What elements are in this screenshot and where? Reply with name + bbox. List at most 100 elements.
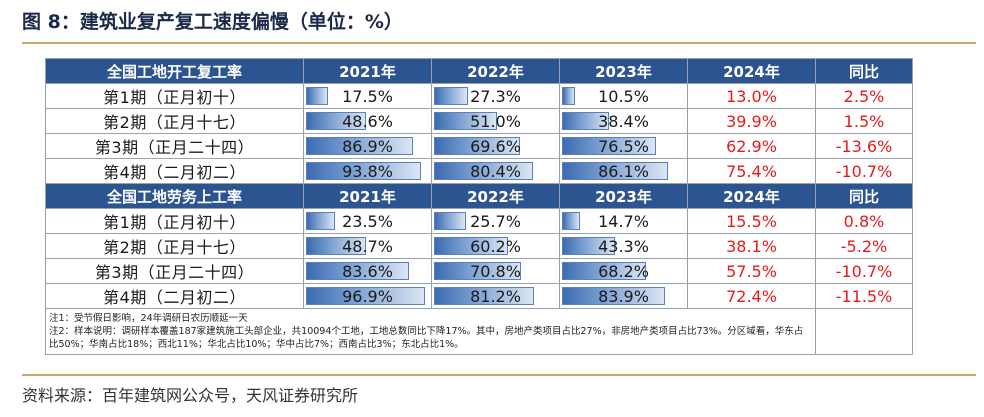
value-text: 43.3% <box>598 236 649 256</box>
column-header: 同比 <box>815 183 913 209</box>
notes-cell: 注1：受节假日影响，24年调研日农历顺延一天 注2：样本说明：调研样本覆盖187家… <box>45 308 816 355</box>
value-cell-2024: 75.4% <box>687 158 816 184</box>
table-row: 第3期（正月二十四） 83.6% 70.8% 68.2% 57.5% -10.7% <box>45 258 913 284</box>
value-text: 10.5% <box>598 86 649 106</box>
table-row: 第1期（正月初十） 17.5% 27.3% 10.5% 13.0% 2.5% <box>45 83 913 109</box>
value-text: 70.8% <box>470 261 521 281</box>
value-cell-2023: 38.4% <box>559 108 688 134</box>
value-text: 83.6% <box>342 261 393 281</box>
value-cell-2024: 38.1% <box>687 233 816 259</box>
value-text: 27.3% <box>470 86 521 106</box>
value-cell-2021: 93.8% <box>303 158 432 184</box>
value-cell-2022: 60.2% <box>431 233 560 259</box>
value-cell-2023: 14.7% <box>559 208 688 234</box>
data-bar <box>434 237 509 255</box>
data-bar <box>434 87 468 105</box>
value-cell-2022: 69.6% <box>431 133 560 159</box>
value-text: 69.6% <box>470 136 521 156</box>
source-divider <box>22 374 976 376</box>
period-label: 第3期（正月二十四） <box>45 258 304 284</box>
period-label: 第4期（二月初二） <box>45 283 304 309</box>
yoy-cell: 1.5% <box>815 108 913 134</box>
data-bar <box>434 162 533 180</box>
data-bar <box>306 237 366 255</box>
value-text: 38.4% <box>598 111 649 131</box>
value-cell-2023: 43.3% <box>559 233 688 259</box>
period-label: 第2期（正月十七） <box>45 108 304 134</box>
value-cell-2021: 23.5% <box>303 208 432 234</box>
value-cell-2021: 86.9% <box>303 133 432 159</box>
table-row: 第3期（正月二十四） 86.9% 69.6% 76.5% 62.9% -13.6% <box>45 133 913 159</box>
note-line: 注1：受节假日影响，24年调研日农历顺延一天 <box>49 313 248 324</box>
value-cell-2024: 39.9% <box>687 108 816 134</box>
data-bar <box>434 112 497 130</box>
value-text: 86.1% <box>598 161 649 181</box>
value-text: 25.7% <box>470 211 521 231</box>
notes-blank-cell <box>815 308 913 355</box>
value-text: 76.5% <box>598 136 649 156</box>
value-text: 60.2% <box>470 236 521 256</box>
value-text: 68.2% <box>598 261 649 281</box>
value-cell-2021: 17.5% <box>303 83 432 109</box>
value-cell-2023: 83.9% <box>559 283 688 309</box>
value-cell-2023: 68.2% <box>559 258 688 284</box>
column-header: 2023年 <box>559 58 688 84</box>
yoy-cell: -5.2% <box>815 233 913 259</box>
yoy-cell: -10.7% <box>815 158 913 184</box>
yoy-cell: 0.8% <box>815 208 913 234</box>
data-table: 全国工地开工复工率 2021年 2022年 2023年 2024年 同比 第1期（正月初十）… <box>45 58 913 355</box>
value-cell-2023: 86.1% <box>559 158 688 184</box>
column-header: 同比 <box>815 58 913 84</box>
section-header-row: 全国工地开工复工率 2021年 2022年 2023年 2024年 同比 <box>45 58 913 84</box>
value-text: 14.7% <box>598 211 649 231</box>
column-header: 2022年 <box>431 183 560 209</box>
value-cell-2022: 27.3% <box>431 83 560 109</box>
data-bar <box>306 212 335 230</box>
value-cell-2023: 10.5% <box>559 83 688 109</box>
value-text: 83.9% <box>598 286 649 306</box>
column-header: 2024年 <box>687 58 816 84</box>
value-cell-2021: 48.7% <box>303 233 432 259</box>
data-bar <box>562 262 646 280</box>
yoy-cell: 2.5% <box>815 83 913 109</box>
table-row: 第2期（正月十七） 48.6% 51.0% 38.4% 39.9% 1.5% <box>45 108 913 134</box>
value-text: 86.9% <box>342 136 393 156</box>
data-bar <box>306 112 366 130</box>
column-header: 2024年 <box>687 183 816 209</box>
column-header: 2023年 <box>559 183 688 209</box>
source-note: 资料来源：百年建筑网公众号，天风证券研究所 <box>22 386 359 405</box>
value-cell-2021: 96.9% <box>303 283 432 309</box>
notes-row: 注1：受节假日影响，24年调研日农历顺延一天 注2：样本说明：调研样本覆盖187家… <box>45 308 913 355</box>
yoy-cell: -13.6% <box>815 133 913 159</box>
value-text: 81.2% <box>470 286 521 306</box>
data-bar <box>434 137 520 155</box>
data-bar <box>434 262 522 280</box>
data-bar <box>306 287 426 305</box>
data-bar <box>306 137 413 155</box>
value-cell-2024: 72.4% <box>687 283 816 309</box>
value-text: 23.5% <box>342 211 393 231</box>
section-title: 全国工地开工复工率 <box>45 58 304 84</box>
title-divider <box>22 42 976 44</box>
value-text: 96.9% <box>342 286 393 306</box>
table-row: 第2期（正月十七） 48.7% 60.2% 43.3% 38.1% -5.2% <box>45 233 913 259</box>
figure-title: 图 8：建筑业复产复工速度偏慢（单位：%） <box>22 11 403 33</box>
section-header-row: 全国工地劳务上工率 2021年 2022年 2023年 2024年 同比 <box>45 183 913 209</box>
data-bar <box>562 137 657 155</box>
period-label: 第3期（正月二十四） <box>45 133 304 159</box>
column-header: 2022年 <box>431 58 560 84</box>
table-row: 第4期（二月初二） 96.9% 81.2% 83.9% 72.4% -11.5% <box>45 283 913 309</box>
data-bar <box>562 162 668 180</box>
table-row: 第1期（正月初十） 23.5% 25.7% 14.7% 15.5% 0.8% <box>45 208 913 234</box>
period-label: 第2期（正月十七） <box>45 233 304 259</box>
value-cell-2024: 62.9% <box>687 133 816 159</box>
table-row: 第4期（二月初二） 93.8% 80.4% 86.1% 75.4% -10.7% <box>45 158 913 184</box>
value-cell-2022: 81.2% <box>431 283 560 309</box>
data-bar <box>306 162 422 180</box>
value-cell-2022: 80.4% <box>431 158 560 184</box>
value-cell-2024: 13.0% <box>687 83 816 109</box>
data-bar <box>434 287 534 305</box>
data-bar <box>306 87 328 105</box>
value-text: 80.4% <box>470 161 521 181</box>
value-cell-2024: 15.5% <box>687 208 816 234</box>
